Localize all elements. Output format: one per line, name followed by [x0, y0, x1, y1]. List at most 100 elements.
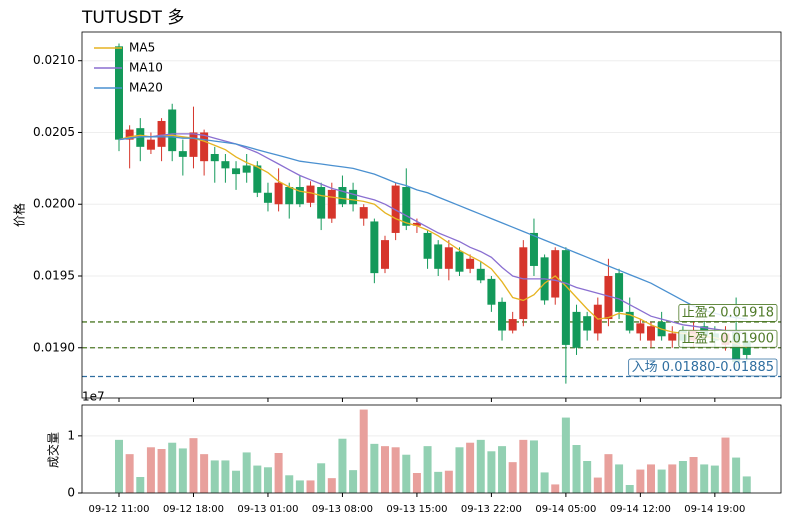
candle-body [583, 316, 592, 331]
volume-bar [381, 446, 389, 493]
volume-bar [732, 457, 741, 493]
volume-bar [487, 451, 496, 493]
candle-body [412, 222, 421, 226]
volume-bar [572, 445, 581, 493]
plot-frame [81, 31, 782, 399]
candle-body [221, 161, 230, 169]
x-tick-label: 09-14 12:00 [610, 504, 671, 515]
legend-label: MA20 [129, 81, 163, 95]
candle-body [391, 185, 400, 233]
volume-bar [189, 438, 198, 493]
candle-body [200, 132, 209, 162]
candle-body [551, 250, 560, 298]
volume-bar [466, 442, 475, 493]
volume-bar [370, 443, 379, 493]
volume-bar [476, 439, 485, 493]
candle-body [402, 187, 411, 226]
candle-body [434, 244, 443, 269]
volume-bar [402, 454, 411, 493]
candle-body [381, 240, 389, 269]
candle-body [349, 189, 358, 205]
volume-bar [242, 452, 251, 493]
volume-bar [210, 460, 219, 493]
volume-bar [338, 438, 347, 493]
candle-body [487, 278, 496, 305]
volume-bar [295, 480, 304, 493]
volume-bar [306, 480, 315, 493]
candle-body [529, 232, 538, 266]
volume-bar [742, 476, 751, 493]
y-axis-label: 价格 [12, 203, 27, 227]
candle-body [604, 276, 613, 320]
candle-body [444, 247, 453, 269]
volume-bar [668, 464, 677, 493]
offset-label: 1e7 [82, 390, 105, 404]
volume-bar [125, 454, 134, 493]
candle-body [189, 132, 198, 157]
x-tick-label: 09-13 15:00 [386, 504, 447, 515]
candle-body [338, 187, 347, 205]
volume-frame [81, 404, 782, 494]
volume-bar [157, 449, 166, 493]
volume-bar [263, 467, 272, 493]
candle-body [157, 120, 166, 147]
volume-bar [540, 472, 549, 493]
volume-bar [253, 465, 262, 493]
level-label-box [678, 329, 778, 348]
ma-line [118, 133, 747, 335]
legend-label: MA5 [129, 41, 155, 55]
volume-bar [498, 446, 507, 493]
level-label-box [678, 304, 778, 322]
candle-body [615, 273, 624, 312]
candle-body [285, 187, 294, 205]
candle-body [115, 46, 123, 140]
volume-bar [561, 417, 570, 493]
volume-bar [359, 409, 368, 493]
candle-body [498, 301, 507, 331]
y-tick-label: 1 [67, 428, 75, 442]
candle-body [168, 109, 177, 152]
level-label: 入场 0.01880-0.01885 [632, 360, 774, 375]
volume-bar [583, 461, 592, 493]
volume-bar [412, 473, 421, 493]
y-tick-label: 0 [67, 486, 75, 500]
volume-bar [657, 469, 666, 493]
candle-body [359, 207, 368, 219]
candle-body [561, 250, 570, 345]
candle-body [125, 129, 134, 140]
legend-label: MA10 [129, 61, 163, 75]
candle-body [232, 168, 241, 175]
level-label: 止盈2 0.01918 [682, 305, 774, 320]
ma-line [118, 136, 747, 320]
candle-body [508, 319, 517, 331]
candle-body [253, 165, 262, 193]
x-tick-label: 09-12 11:00 [88, 504, 149, 515]
volume-bar [232, 470, 241, 493]
volume-bar [327, 478, 336, 493]
candle-body [572, 311, 581, 348]
candle-body [636, 323, 645, 334]
volume-bar [647, 464, 655, 493]
y-tick-label: 0.0190 [33, 340, 75, 354]
level-label: 止盈1 0.01900 [682, 331, 774, 346]
y-tick-label: 0.0210 [33, 53, 75, 67]
x-tick-label: 09-13 01:00 [237, 504, 298, 515]
candle-body [423, 232, 432, 259]
candle-body [668, 333, 677, 341]
volume-bar [519, 439, 528, 493]
volume-bar [349, 470, 358, 493]
volume-bar [710, 465, 719, 493]
volume-bar [168, 442, 177, 493]
volume-bar [551, 484, 560, 493]
volume-bar [604, 454, 613, 493]
candle-body [455, 251, 464, 272]
candle-body [317, 187, 326, 219]
x-tick-label: 09-14 19:00 [684, 504, 745, 515]
volume-bar [221, 460, 230, 493]
candle-body [210, 154, 219, 162]
x-tick-label: 09-13 08:00 [312, 504, 373, 515]
volume-bar [700, 464, 709, 493]
x-tick-label: 09-12 18:00 [163, 504, 224, 515]
